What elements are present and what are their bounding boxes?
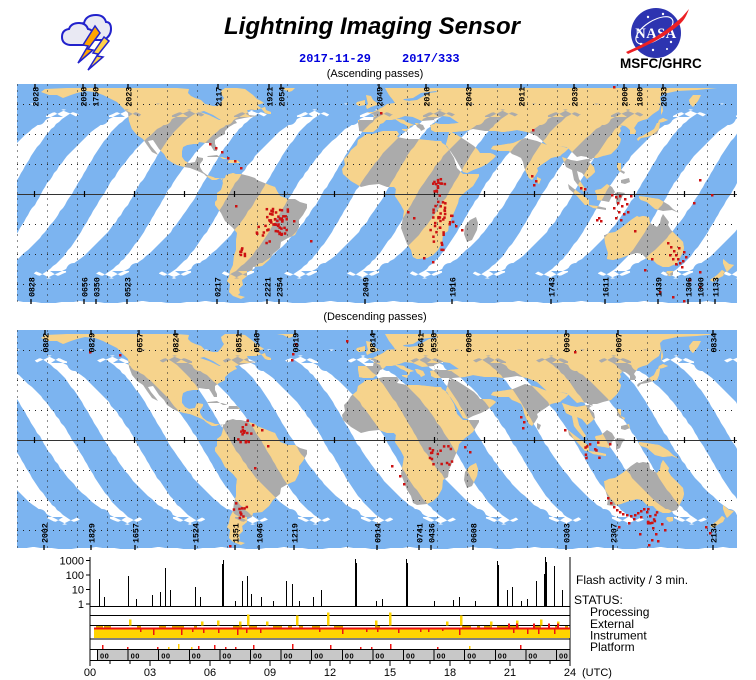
svg-text:0350: 0350 [93, 277, 103, 297]
svg-text:1351: 1351 [232, 523, 242, 543]
svg-text:External: External [590, 617, 634, 631]
svg-text:00: 00 [345, 652, 354, 661]
svg-text:1829: 1829 [88, 523, 98, 543]
svg-text:0903: 0903 [563, 333, 573, 353]
svg-text:00: 00 [100, 652, 109, 661]
svg-text:2016: 2016 [423, 87, 433, 107]
svg-text:0802: 0802 [42, 333, 52, 353]
svg-text:0217: 0217 [214, 277, 224, 297]
svg-text:2354: 2354 [276, 277, 286, 297]
svg-text:00: 00 [467, 652, 476, 661]
svg-text:1743: 1743 [548, 277, 558, 297]
svg-text:0824: 0824 [172, 333, 182, 353]
svg-text:00: 00 [498, 652, 507, 661]
svg-text:00: 00 [406, 652, 415, 661]
svg-text:00: 00 [131, 652, 140, 661]
svg-text:2056: 2056 [80, 87, 90, 107]
svg-text:2049: 2049 [362, 277, 372, 297]
svg-text:0814: 0814 [369, 333, 379, 353]
svg-text:0914: 0914 [374, 523, 384, 543]
svg-text:Processing: Processing [590, 605, 649, 619]
svg-text:1046: 1046 [256, 523, 266, 543]
svg-text:1133: 1133 [712, 277, 722, 297]
svg-text:00: 00 [222, 652, 231, 661]
svg-text:1306: 1306 [685, 277, 695, 297]
svg-text:0657: 0657 [136, 333, 146, 353]
svg-text:1524: 1524 [192, 523, 202, 543]
svg-text:0819: 0819 [292, 333, 302, 353]
svg-text:Flash activity / 3 min.: Flash activity / 3 min. [576, 573, 688, 587]
svg-text:2054: 2054 [278, 87, 288, 107]
svg-text:2134: 2134 [710, 523, 720, 543]
svg-text:00: 00 [253, 652, 262, 661]
svg-text:2028: 2028 [32, 87, 42, 107]
svg-text:0608: 0608 [470, 523, 480, 543]
svg-text:1000: 1000 [60, 556, 84, 568]
svg-text:2023: 2023 [125, 87, 135, 107]
svg-text:1439: 1439 [655, 277, 665, 297]
svg-text:2002: 2002 [41, 523, 51, 543]
svg-text:0436: 0436 [428, 523, 438, 543]
svg-text:1611: 1611 [602, 277, 612, 297]
svg-text:00: 00 [284, 652, 293, 661]
svg-text:0741: 0741 [416, 523, 426, 543]
svg-text:1800: 1800 [636, 87, 646, 107]
svg-text:0829: 0829 [88, 333, 98, 353]
svg-text:1657: 1657 [132, 523, 142, 543]
svg-text:1916: 1916 [449, 277, 459, 297]
svg-text:1219: 1219 [291, 523, 301, 543]
svg-text:21: 21 [504, 667, 516, 679]
svg-text:1000: 1000 [697, 277, 707, 297]
svg-text:00: 00 [161, 652, 170, 661]
svg-text:STATUS:: STATUS: [574, 593, 623, 607]
svg-text:0523: 0523 [124, 277, 134, 297]
svg-text:1921: 1921 [266, 87, 276, 107]
svg-text:18: 18 [444, 667, 456, 679]
svg-text:06: 06 [204, 667, 216, 679]
svg-text:00: 00 [437, 652, 446, 661]
svg-text:0607: 0607 [615, 333, 625, 353]
svg-text:1: 1 [78, 599, 84, 611]
svg-text:24: 24 [564, 667, 576, 679]
svg-text:00: 00 [192, 652, 201, 661]
svg-text:2006: 2006 [621, 87, 631, 107]
svg-text:12: 12 [324, 667, 336, 679]
svg-text:00: 00 [84, 667, 96, 679]
svg-text:2033: 2033 [660, 87, 670, 107]
svg-text:(UTC): (UTC) [582, 667, 612, 679]
svg-text:00: 00 [314, 652, 323, 661]
svg-text:100: 100 [66, 570, 84, 582]
svg-text:03: 03 [144, 667, 156, 679]
svg-text:Platform: Platform [590, 640, 635, 654]
svg-text:2043: 2043 [465, 87, 475, 107]
svg-text:0641: 0641 [417, 333, 427, 353]
svg-text:0656: 0656 [81, 277, 91, 297]
svg-text:2011: 2011 [518, 87, 528, 107]
svg-text:0546: 0546 [253, 333, 263, 353]
svg-text:10: 10 [72, 585, 84, 597]
svg-text:0834: 0834 [710, 333, 720, 353]
svg-text:2039: 2039 [571, 87, 581, 107]
svg-text:00: 00 [375, 652, 384, 661]
svg-text:15: 15 [384, 667, 396, 679]
svg-text:09: 09 [264, 667, 276, 679]
svg-text:0303: 0303 [563, 523, 573, 543]
svg-text:1750: 1750 [92, 87, 102, 107]
svg-text:2307: 2307 [610, 523, 620, 543]
svg-text:2049: 2049 [376, 87, 386, 107]
svg-text:0908: 0908 [465, 333, 475, 353]
svg-text:0536: 0536 [430, 333, 440, 353]
svg-text:00: 00 [559, 652, 568, 661]
svg-text:0828: 0828 [28, 277, 38, 297]
svg-text:Instrument: Instrument [590, 629, 647, 643]
svg-text:2117: 2117 [215, 87, 225, 107]
svg-text:2221: 2221 [264, 277, 274, 297]
svg-text:00: 00 [528, 652, 537, 661]
svg-text:0851: 0851 [235, 333, 245, 353]
